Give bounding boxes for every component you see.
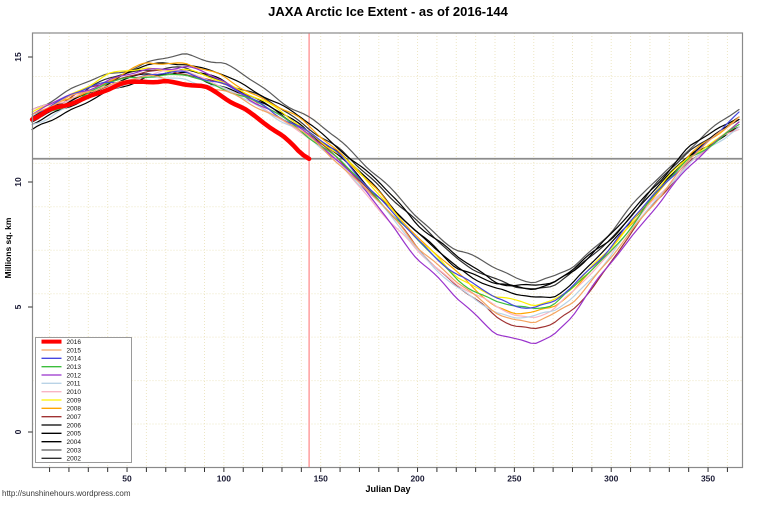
series-line-2006 [31,71,740,290]
legend-label-2016: 2016 [67,339,82,346]
legend-label-2011: 2011 [67,381,81,388]
plot-frame [31,32,744,469]
x-tick-label: 300 [604,474,618,484]
x-tick-label: 100 [217,474,231,484]
legend-label-2003: 2003 [67,447,82,454]
legend-label-2005: 2005 [67,431,82,438]
series-line-2002 [31,66,740,290]
series-line-2014 [31,70,740,309]
series-line-2013 [31,73,740,310]
y-tick-label: 10 [13,177,23,187]
x-tick-label: 150 [314,474,328,484]
x-tick-label: 350 [701,474,715,484]
legend-label-2002: 2002 [67,456,82,463]
legend-label-2015: 2015 [67,347,82,354]
legend-label-2004: 2004 [67,439,82,446]
series-line-2009 [31,67,740,307]
x-tick-label: 250 [507,474,521,484]
legend-label-2014: 2014 [67,356,82,363]
x-tick-label: 200 [410,474,424,484]
legend-label-2007: 2007 [67,414,82,421]
y-tick-label: 15 [13,52,23,62]
series-line-2012 [31,65,740,344]
legend-label-2010: 2010 [67,389,82,396]
series-line-2004 [31,62,740,287]
y-tick-label: 0 [13,429,23,434]
legend-label-2008: 2008 [67,406,82,413]
series-line-2016 [29,78,312,162]
legend-label-2009: 2009 [67,397,82,404]
chart-title: JAXA Arctic Ice Extent - as of 2016-144 [268,4,508,19]
x-axis-label: Julian Day [365,484,411,494]
series-line-2015 [31,74,740,324]
legend-label-2006: 2006 [67,422,82,429]
watermark-url: http://sunshinehours.wordpress.com [2,489,131,498]
y-tick-label: 5 [13,304,23,309]
legend-label-2013: 2013 [67,364,82,371]
x-tick-label: 50 [122,474,132,484]
series-line-2008 [31,62,740,315]
legend-label-2012: 2012 [67,372,82,379]
series-line-2003 [31,53,740,284]
y-axis-label: Millions sq. km [3,217,13,279]
series-line-2011 [31,75,740,319]
